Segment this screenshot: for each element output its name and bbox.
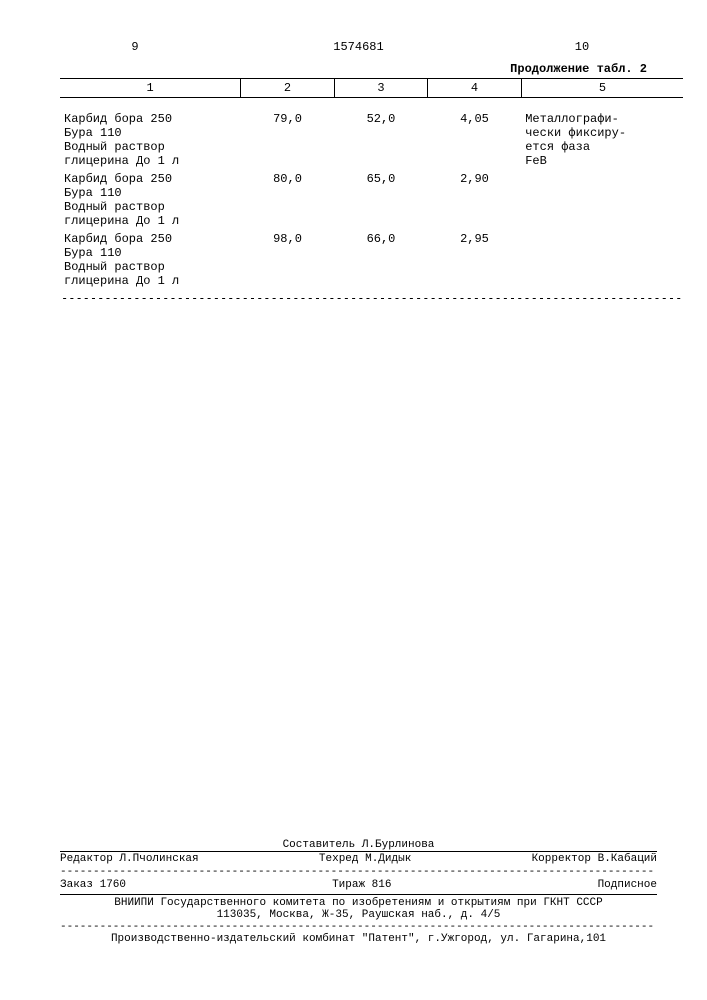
line: Металлографи- bbox=[525, 112, 679, 126]
line: Карбид бора 250 bbox=[64, 172, 237, 186]
spacer bbox=[60, 98, 683, 110]
line: Водный раствор bbox=[64, 140, 237, 154]
cell-notes bbox=[521, 230, 683, 290]
table-row: Карбид бора 250 Бура 110 Водный раствор … bbox=[60, 170, 683, 230]
data-table: 1 2 3 4 5 Карбид бора 250 Бура 110 Водны… bbox=[60, 78, 683, 306]
subscription: Подписное bbox=[598, 879, 657, 891]
table-end-separator: ----------------------------------------… bbox=[60, 290, 683, 306]
line: FeB bbox=[525, 154, 679, 168]
line: Карбид бора 250 bbox=[64, 232, 237, 246]
line: Водный раствор bbox=[64, 200, 237, 214]
printer-line: Производственно-издательский комбинат "П… bbox=[60, 933, 657, 945]
compiler-line: Составитель Л.Бурлинова bbox=[60, 839, 657, 851]
cell-composition: Карбид бора 250 Бура 110 Водный раствор … bbox=[60, 170, 241, 230]
cell-c2: 80,0 bbox=[241, 170, 334, 230]
cell-composition: Карбид бора 250 Бура 110 Водный раствор … bbox=[60, 230, 241, 290]
cell-notes bbox=[521, 170, 683, 230]
line: Карбид бора 250 bbox=[64, 112, 237, 126]
cell-notes: Металлографи- чески фиксиру- ется фаза F… bbox=[521, 110, 683, 170]
line: Бура 110 bbox=[64, 186, 237, 200]
line: чески фиксиру- bbox=[525, 126, 679, 140]
cell-c2: 98,0 bbox=[241, 230, 334, 290]
org-line2: 113035, Москва, Ж-35, Раушская наб., д. … bbox=[60, 909, 657, 921]
credits-line: Редактор Л.Пчолинская Техред М.Дидык Кор… bbox=[60, 851, 657, 866]
order: Заказ 1760 bbox=[60, 879, 126, 891]
cell-c3: 66,0 bbox=[334, 230, 427, 290]
order-line: Заказ 1760 Тираж 816 Подписное bbox=[60, 878, 657, 892]
cell-c4: 4,05 bbox=[428, 110, 521, 170]
tiraz: Тираж 816 bbox=[332, 879, 391, 891]
table-header-row: 1 2 3 4 5 bbox=[60, 79, 683, 98]
page-right: 10 bbox=[507, 40, 657, 54]
footer-dash-sep: ----------------------------------------… bbox=[60, 866, 657, 878]
cell-c4: 2,95 bbox=[428, 230, 521, 290]
page-left: 9 bbox=[60, 40, 210, 54]
footer-dash-sep2: ----------------------------------------… bbox=[60, 921, 657, 933]
line: глицерина До 1 л bbox=[64, 214, 237, 228]
doc-number: 1574681 bbox=[333, 40, 383, 54]
table-row: Карбид бора 250 Бура 110 Водный раствор … bbox=[60, 110, 683, 170]
cell-composition: Карбид бора 250 Бура 110 Водный раствор … bbox=[60, 110, 241, 170]
footer-block: Составитель Л.Бурлинова Редактор Л.Пчоли… bbox=[60, 839, 657, 945]
col-header-3: 3 bbox=[334, 79, 427, 98]
corrector: Корректор В.Кабаций bbox=[532, 853, 657, 865]
cell-c3: 65,0 bbox=[334, 170, 427, 230]
line: ется фаза bbox=[525, 140, 679, 154]
col-header-5: 5 bbox=[521, 79, 683, 98]
line: глицерина До 1 л bbox=[64, 274, 237, 288]
editor: Редактор Л.Пчолинская bbox=[60, 853, 199, 865]
table-caption: Продолжение табл. 2 bbox=[60, 62, 657, 76]
col-header-2: 2 bbox=[241, 79, 334, 98]
footer-sep bbox=[60, 894, 657, 895]
line: Бура 110 bbox=[64, 246, 237, 260]
col-header-4: 4 bbox=[428, 79, 521, 98]
page-header: 9 1574681 10 bbox=[60, 40, 657, 54]
cell-c4: 2,90 bbox=[428, 170, 521, 230]
cell-c2: 79,0 bbox=[241, 110, 334, 170]
cell-c3: 52,0 bbox=[334, 110, 427, 170]
techred: Техред М.Дидык bbox=[319, 853, 411, 865]
line: Бура 110 bbox=[64, 126, 237, 140]
org-line1: ВНИИПИ Государственного комитета по изоб… bbox=[60, 897, 657, 909]
col-header-1: 1 bbox=[60, 79, 241, 98]
line: глицерина До 1 л bbox=[64, 154, 237, 168]
table-row: Карбид бора 250 Бура 110 Водный раствор … bbox=[60, 230, 683, 290]
line: Водный раствор bbox=[64, 260, 237, 274]
